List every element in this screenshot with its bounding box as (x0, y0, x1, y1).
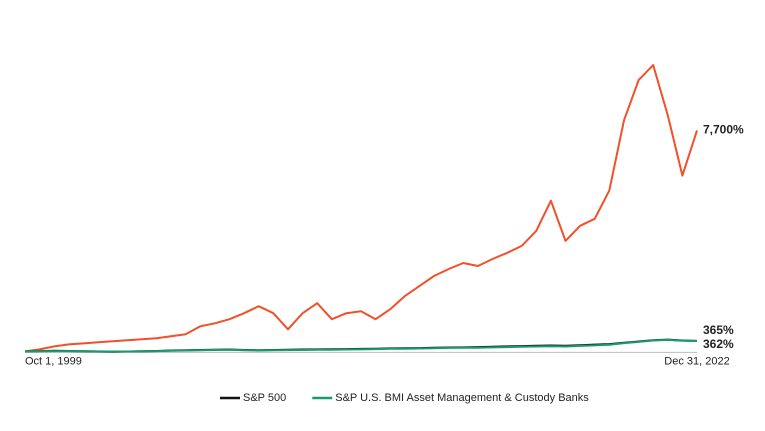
x-tick-label: Dec 31, 2022 (664, 355, 729, 367)
end-label: 365% (703, 323, 734, 337)
series-line (24, 338, 698, 353)
legend-label: S&P 500 (243, 392, 286, 404)
x-tick-label: Oct 1, 1999 (25, 355, 82, 367)
legend-label: S&P U.S. BMI Asset Management & Custody … (335, 392, 589, 404)
series-line (24, 64, 698, 353)
end-label: 362% (703, 337, 734, 351)
end-label: 7,700% (703, 123, 744, 137)
